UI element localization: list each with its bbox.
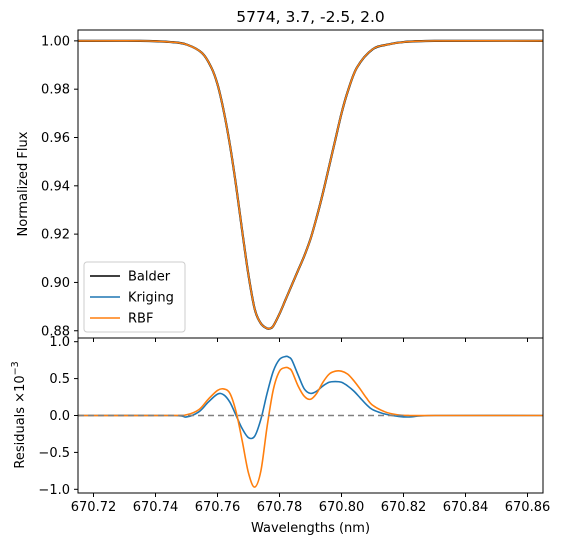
residuals-y-tick-label: 0.0 [49,409,70,424]
flux-series [77,39,544,330]
flux-y-tick-label: 0.96 [41,131,70,146]
legend-label-balder: Balder [128,270,171,285]
residuals-y-tick-label: −0.5 [38,446,70,461]
legend-frame [83,261,186,333]
residuals-series [77,355,544,488]
x-tick-label: 670.74 [133,500,179,515]
residuals-y-label-exponent: −3 [10,361,21,375]
flux-panel: 0.88 0.90 0.92 0.94 0.96 0.98 1.00 Normalized … [16,29,544,342]
x-axis-label: Wavelengths (nm) [251,521,370,536]
chart-title: 5774, 3.7, -2.5, 2.0 [236,8,385,26]
residuals-panel: −1.0 −0.5 0.0 0.5 1.0 670.72 670.74 670.76 670.7… [10,335,550,536]
residuals-y-axis-label: Residuals ×10−3 [10,361,28,468]
residuals-y-tick-label: 0.5 [49,372,70,387]
legend-label-kriging: Kriging [128,291,174,306]
legend: Balder Kriging RBF [83,261,186,333]
flux-y-tick-label: 1.00 [41,34,70,49]
residuals-panel-frame [77,337,544,494]
residuals-y-tick-label: −1.0 [38,483,70,498]
residuals-y-label-base: Residuals ×10 [13,375,28,468]
flux-y-tick-label: 0.98 [41,83,70,98]
x-tick-label: 670.78 [257,500,303,515]
flux-y-ticks: 0.88 0.90 0.92 0.94 0.96 0.98 1.00 [41,34,528,342]
x-tick-label: 670.84 [443,500,489,515]
flux-line-rbf [77,40,544,330]
flux-y-tick-label: 0.90 [41,276,70,291]
residual-line-kriging [77,355,544,440]
x-tick-label: 670.80 [319,500,365,515]
residuals-y-tick-label: 1.0 [49,335,70,350]
x-tick-label: 670.82 [381,500,427,515]
flux-y-tick-label: 0.94 [41,179,70,194]
x-tick-label: 670.72 [71,500,117,515]
residual-line-rbf [77,366,544,488]
x-tick-label: 670.86 [505,500,551,515]
flux-y-tick-label: 0.92 [41,228,70,243]
residuals-ticks: −1.0 −0.5 0.0 0.5 1.0 670.72 670.74 670.76 670.7… [38,335,550,515]
x-tick-label: 670.76 [195,500,241,515]
flux-y-axis-label: Normalized Flux [16,131,31,236]
legend-label-rbf: RBF [128,312,153,327]
flux-y-tick-label: 0.88 [41,324,70,339]
